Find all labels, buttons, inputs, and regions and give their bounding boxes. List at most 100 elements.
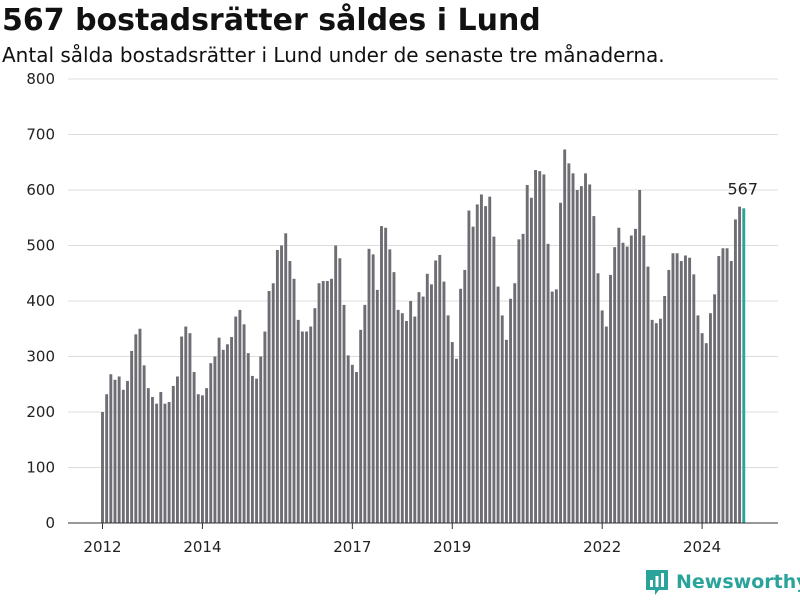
bar [371, 254, 375, 523]
brand-name: Newsworthy [676, 571, 800, 593]
bar [271, 283, 275, 523]
bar [708, 313, 712, 523]
bar [459, 288, 463, 523]
x-tick-label: 2014 [183, 538, 221, 556]
bar [629, 235, 633, 523]
bar [688, 257, 692, 523]
bar [138, 328, 142, 523]
bar [188, 333, 192, 523]
y-axis-ticks: 0 100 200 300 400 500 600 700 800 [26, 70, 55, 532]
bar [446, 315, 450, 523]
bar [738, 206, 742, 523]
bar [263, 331, 267, 523]
bar [654, 323, 658, 523]
bar [638, 190, 642, 523]
bar [130, 350, 134, 523]
newsworthy-logo-icon [646, 570, 668, 595]
bar [430, 284, 433, 523]
bar [550, 291, 554, 523]
bar [525, 185, 529, 523]
bar [588, 184, 592, 523]
bar [692, 274, 696, 523]
y-tick-label: 500 [26, 237, 55, 255]
bar [463, 269, 467, 523]
bar [438, 254, 442, 523]
bar [209, 363, 213, 523]
bar [479, 194, 483, 523]
bar [454, 358, 458, 523]
bar [146, 388, 150, 523]
bar [151, 397, 154, 523]
bar [617, 227, 621, 524]
bar [650, 319, 654, 523]
bar [388, 249, 392, 523]
bar [350, 364, 354, 523]
bar [521, 233, 525, 523]
bar [396, 309, 400, 523]
bar [355, 372, 358, 523]
bar [600, 310, 604, 523]
bar [409, 301, 413, 523]
bar [296, 319, 300, 523]
bar [163, 403, 167, 523]
x-tick-label: 2022 [583, 538, 621, 556]
bar [492, 236, 496, 523]
bar [729, 261, 733, 523]
bar [733, 219, 737, 524]
bar [679, 261, 683, 523]
bar [509, 298, 513, 523]
bar [405, 320, 408, 523]
bar [504, 339, 508, 523]
bar [571, 173, 575, 523]
bar [176, 376, 179, 523]
bar [413, 316, 417, 523]
bar [621, 242, 625, 524]
bar [384, 227, 388, 524]
bar [400, 313, 404, 523]
bar [230, 337, 234, 523]
bar [450, 342, 454, 523]
bar [284, 233, 288, 524]
bar [696, 315, 700, 523]
bar [205, 388, 209, 523]
bar [538, 171, 542, 523]
bar [596, 273, 600, 523]
bar [184, 326, 188, 523]
x-tick-label: 2019 [433, 538, 471, 556]
bar [500, 315, 504, 523]
bar [321, 281, 325, 523]
y-tick-label: 0 [45, 514, 55, 532]
bar [375, 289, 379, 523]
bar [471, 226, 475, 523]
bar [675, 253, 679, 523]
y-tick-label: 700 [26, 126, 55, 144]
bar [554, 289, 558, 523]
bar [313, 308, 317, 523]
bar [113, 379, 117, 523]
bar [392, 272, 396, 523]
bar [192, 372, 196, 523]
bar [671, 253, 675, 523]
bar [604, 326, 608, 523]
brand-logo[interactable]: Newsworthy [644, 568, 800, 596]
bar [250, 375, 254, 523]
bar [488, 196, 492, 523]
bar [567, 163, 571, 524]
bar [121, 389, 125, 523]
highlighted-bar [742, 208, 746, 523]
y-tick-label: 400 [26, 292, 55, 310]
bar [109, 374, 113, 523]
bar [159, 392, 163, 523]
bar [434, 260, 438, 523]
bar [592, 216, 596, 523]
bar [171, 385, 175, 523]
bar [634, 228, 637, 523]
bar [330, 278, 333, 523]
y-tick-label: 600 [26, 181, 55, 199]
bar [380, 226, 383, 523]
bar [221, 349, 225, 523]
bar [667, 269, 671, 523]
bar [613, 247, 617, 524]
bar [529, 197, 533, 523]
